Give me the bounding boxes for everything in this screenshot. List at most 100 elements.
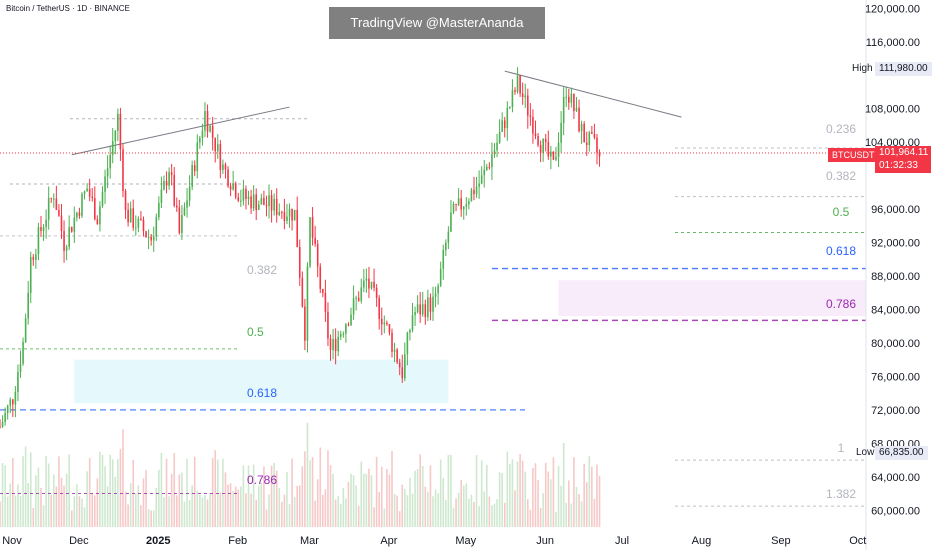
candle-body[interactable] bbox=[183, 207, 186, 216]
candle-body[interactable] bbox=[178, 207, 181, 233]
candle-body[interactable] bbox=[411, 315, 414, 331]
candle-body[interactable] bbox=[327, 311, 329, 339]
candle-body[interactable] bbox=[416, 304, 419, 313]
candle-body[interactable] bbox=[329, 338, 332, 350]
candle-body[interactable] bbox=[12, 399, 14, 405]
candle-body[interactable] bbox=[583, 123, 585, 143]
candle-body[interactable] bbox=[245, 188, 247, 199]
candle-body[interactable] bbox=[291, 208, 293, 221]
candle-body[interactable] bbox=[450, 212, 452, 232]
candle-body[interactable] bbox=[337, 336, 340, 352]
candle-body[interactable] bbox=[129, 208, 132, 223]
candle-body[interactable] bbox=[334, 338, 337, 352]
candle-body[interactable] bbox=[124, 190, 127, 210]
candle-body[interactable] bbox=[301, 277, 304, 307]
candle-body[interactable] bbox=[247, 196, 250, 199]
candle-body[interactable] bbox=[506, 107, 509, 129]
candle-body[interactable] bbox=[101, 191, 104, 207]
candles[interactable] bbox=[0, 67, 601, 429]
candle-body[interactable] bbox=[386, 322, 388, 325]
candle-body[interactable] bbox=[96, 219, 99, 225]
candle-body[interactable] bbox=[345, 324, 347, 334]
candle-body[interactable] bbox=[119, 113, 122, 150]
candle-body[interactable] bbox=[465, 204, 468, 207]
candle-body[interactable] bbox=[565, 96, 568, 98]
candle-body[interactable] bbox=[363, 280, 365, 288]
candle-body[interactable] bbox=[83, 191, 86, 194]
candle-body[interactable] bbox=[383, 322, 386, 325]
candle-body[interactable] bbox=[547, 141, 550, 157]
candle-body[interactable] bbox=[524, 95, 527, 98]
candle-body[interactable] bbox=[532, 117, 534, 134]
candle-body[interactable] bbox=[117, 113, 119, 131]
trend-lines[interactable] bbox=[71, 70, 682, 156]
candle-body[interactable] bbox=[488, 166, 491, 168]
candle-body[interactable] bbox=[211, 125, 214, 138]
candle-body[interactable] bbox=[455, 204, 457, 206]
candle-body[interactable] bbox=[281, 211, 283, 213]
candle-body[interactable] bbox=[375, 287, 378, 298]
candle-body[interactable] bbox=[570, 93, 573, 103]
candle-body[interactable] bbox=[288, 208, 291, 217]
candle-body[interactable] bbox=[432, 296, 434, 312]
candle-body[interactable] bbox=[550, 151, 552, 157]
candle-body[interactable] bbox=[398, 362, 401, 368]
candle-body[interactable] bbox=[6, 405, 9, 413]
candle-body[interactable] bbox=[529, 115, 532, 118]
candle-body[interactable] bbox=[596, 137, 598, 153]
candle-body[interactable] bbox=[201, 130, 204, 138]
candle-body[interactable] bbox=[311, 217, 314, 238]
candle-body[interactable] bbox=[355, 297, 357, 299]
candle-body[interactable] bbox=[552, 151, 555, 160]
candle-body[interactable] bbox=[27, 292, 29, 319]
candle-body[interactable] bbox=[544, 138, 547, 142]
candle-body[interactable] bbox=[514, 90, 516, 92]
candle-body[interactable] bbox=[534, 133, 537, 136]
candle-body[interactable] bbox=[68, 227, 70, 247]
candle-body[interactable] bbox=[391, 332, 393, 352]
candle-body[interactable] bbox=[242, 188, 245, 201]
candle-body[interactable] bbox=[60, 215, 63, 231]
candle-body[interactable] bbox=[588, 132, 591, 146]
candle-body[interactable] bbox=[114, 130, 117, 142]
candle-body[interactable] bbox=[252, 194, 255, 209]
candle-body[interactable] bbox=[9, 399, 12, 406]
candle-body[interactable] bbox=[234, 183, 237, 198]
candle-body[interactable] bbox=[427, 297, 429, 318]
candle-body[interactable] bbox=[401, 367, 404, 379]
candle-body[interactable] bbox=[47, 197, 50, 220]
candle-body[interactable] bbox=[365, 278, 368, 281]
candle-body[interactable] bbox=[168, 172, 170, 186]
candle-body[interactable] bbox=[137, 218, 140, 228]
candle-body[interactable] bbox=[437, 285, 439, 294]
candle-body[interactable] bbox=[196, 142, 199, 172]
candle-body[interactable] bbox=[214, 137, 217, 152]
candle-body[interactable] bbox=[152, 236, 155, 241]
candle-body[interactable] bbox=[591, 132, 593, 134]
candle-body[interactable] bbox=[204, 111, 206, 131]
candle-body[interactable] bbox=[414, 312, 416, 316]
candle-body[interactable] bbox=[421, 304, 424, 315]
trendline-0[interactable] bbox=[71, 106, 290, 156]
candle-body[interactable] bbox=[360, 287, 363, 301]
candle-body[interactable] bbox=[58, 210, 60, 216]
candle-body[interactable] bbox=[91, 196, 94, 199]
candle-body[interactable] bbox=[55, 198, 58, 211]
candle-body[interactable] bbox=[439, 268, 442, 286]
candle-body[interactable] bbox=[275, 198, 278, 215]
candle-body[interactable] bbox=[53, 198, 55, 200]
candle-body[interactable] bbox=[142, 219, 145, 232]
candle-body[interactable] bbox=[270, 195, 273, 211]
price-axis[interactable]: 120,000.00116,000.00108,000.00104,000.00… bbox=[865, 3, 920, 517]
candle-body[interactable] bbox=[24, 318, 27, 342]
candle-body[interactable] bbox=[186, 200, 188, 208]
candle-body[interactable] bbox=[37, 227, 40, 255]
candle-body[interactable] bbox=[257, 204, 260, 210]
candle-body[interactable] bbox=[219, 144, 222, 170]
candle-body[interactable] bbox=[209, 125, 211, 132]
candle-body[interactable] bbox=[63, 230, 65, 251]
candle-body[interactable] bbox=[104, 176, 106, 192]
candle-body[interactable] bbox=[70, 227, 73, 232]
candle-body[interactable] bbox=[73, 217, 76, 232]
candle-body[interactable] bbox=[216, 144, 219, 152]
